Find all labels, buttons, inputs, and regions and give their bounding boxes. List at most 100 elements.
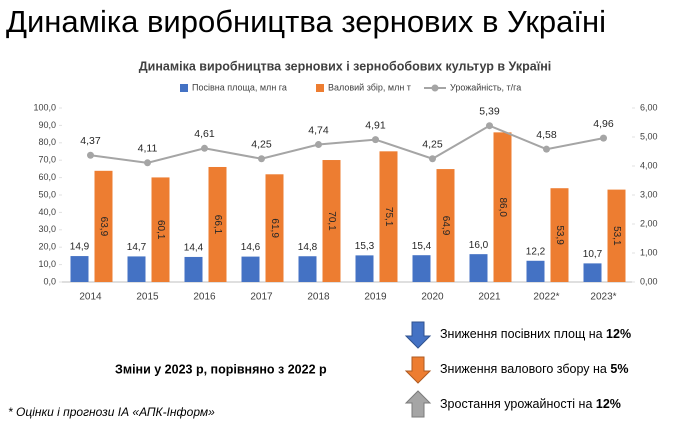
arrow-down bbox=[404, 321, 432, 349]
y2-tick-label: 0,00 bbox=[640, 276, 658, 286]
change-text: Зростання урожайності на bbox=[440, 397, 596, 411]
value-label: 70,1 bbox=[326, 211, 337, 231]
y2-tick-label: 1,00 bbox=[640, 247, 658, 257]
legend-swatch bbox=[431, 84, 439, 92]
value-label: 4,61 bbox=[194, 128, 215, 140]
value-label: 4,11 bbox=[138, 143, 158, 155]
value-label: 15,4 bbox=[412, 241, 432, 252]
legend-swatch bbox=[180, 84, 188, 92]
value-label: 4,25 bbox=[251, 139, 272, 151]
y2-tick-label: 5,00 bbox=[640, 131, 658, 141]
bar bbox=[469, 254, 488, 282]
value-label: 4,25 bbox=[422, 139, 443, 151]
value-label: 86,0 bbox=[497, 197, 508, 217]
x-tick-label: 2023* bbox=[590, 292, 616, 303]
value-label: 4,91 bbox=[365, 119, 386, 131]
y2-tick-label: 2,00 bbox=[640, 218, 658, 228]
changes-title: Зміни у 2023 р, порівняно з 2022 р bbox=[115, 362, 327, 376]
x-tick-label: 2014 bbox=[79, 292, 102, 303]
footnote: * Оцінки і прогнози ІА «АПК-Інформ» bbox=[8, 405, 215, 419]
value-label: 4,74 bbox=[308, 124, 329, 136]
bar bbox=[94, 170, 113, 282]
y2-tick-label: 3,00 bbox=[640, 189, 658, 199]
y-tick-label: 50,0 bbox=[38, 189, 56, 199]
y-tick-label: 60,0 bbox=[38, 172, 56, 182]
change-item: Зниження посівних площ на 12% bbox=[440, 327, 631, 341]
y-tick-label: 0,0 bbox=[43, 276, 56, 286]
value-label: 4,37 bbox=[80, 135, 101, 147]
bar bbox=[151, 177, 170, 282]
bar bbox=[70, 256, 89, 282]
x-tick-label: 2016 bbox=[193, 292, 216, 303]
arrow-down bbox=[404, 356, 432, 384]
value-label: 63,9 bbox=[98, 217, 109, 237]
bar bbox=[607, 189, 626, 282]
slide-title: Динаміка виробництва зернових в Україні bbox=[6, 4, 606, 39]
bar bbox=[127, 256, 146, 282]
value-label: 61,9 bbox=[269, 218, 280, 238]
legend-label: Валовий збір, млн т bbox=[328, 82, 411, 92]
x-tick-label: 2018 bbox=[307, 292, 330, 303]
y-tick-label: 80,0 bbox=[38, 137, 56, 147]
change-value: 5% bbox=[610, 362, 628, 376]
point bbox=[429, 155, 436, 163]
bar bbox=[493, 132, 512, 282]
bar bbox=[298, 256, 317, 282]
legend-swatch bbox=[316, 84, 324, 92]
legend-label: Посівна площа, млн га bbox=[192, 82, 287, 92]
change-value: 12% bbox=[606, 327, 631, 341]
y2-tick-label: 4,00 bbox=[640, 160, 658, 170]
line bbox=[90, 124, 604, 164]
change-item: Зниження валового збору на 5% bbox=[440, 362, 628, 376]
x-tick-label: 2015 bbox=[136, 292, 159, 303]
value-label: 4,96 bbox=[593, 118, 614, 130]
value-label: 14,6 bbox=[241, 242, 261, 253]
point bbox=[258, 155, 265, 163]
bar bbox=[322, 160, 341, 282]
bar bbox=[526, 260, 545, 282]
x-tick-label: 2021 bbox=[478, 292, 501, 303]
change-text: Зниження посівних площ на bbox=[440, 327, 606, 341]
bar bbox=[412, 255, 431, 282]
value-label: 4,58 bbox=[536, 129, 557, 141]
x-tick-label: 2020 bbox=[421, 292, 444, 303]
x-tick-label: 2017 bbox=[250, 292, 273, 303]
point bbox=[486, 122, 493, 130]
value-label: 14,7 bbox=[127, 242, 147, 253]
value-label: 14,4 bbox=[184, 243, 204, 254]
change-item: Зростання урожайності на 12% bbox=[440, 397, 621, 411]
legend-label: Урожайність, т/га bbox=[450, 82, 521, 92]
y-tick-label: 70,0 bbox=[38, 155, 56, 165]
y-tick-label: 40,0 bbox=[38, 207, 56, 217]
y-tick-label: 20,0 bbox=[38, 242, 56, 252]
value-label: 53,1 bbox=[611, 226, 622, 246]
value-label: 75,1 bbox=[383, 207, 394, 227]
arrows bbox=[404, 321, 432, 418]
value-label: 64,9 bbox=[440, 216, 451, 236]
bar bbox=[550, 188, 569, 282]
value-label: 12,2 bbox=[526, 246, 546, 257]
bar bbox=[208, 166, 227, 282]
point bbox=[201, 144, 208, 152]
bar bbox=[379, 151, 398, 282]
point bbox=[543, 145, 550, 153]
value-label: 15,3 bbox=[355, 241, 375, 252]
bar bbox=[265, 174, 284, 282]
y-tick-label: 10,0 bbox=[38, 259, 56, 269]
value-label: 14,9 bbox=[70, 242, 90, 253]
change-value: 12% bbox=[596, 397, 621, 411]
value-label: 14,8 bbox=[298, 242, 318, 253]
x-tick-label: 2019 bbox=[364, 292, 387, 303]
value-label: 60,1 bbox=[155, 220, 166, 240]
y-tick-label: 30,0 bbox=[38, 224, 56, 234]
point bbox=[87, 151, 94, 159]
point bbox=[144, 159, 151, 167]
y2-tick-label: 6,00 bbox=[640, 102, 658, 112]
point bbox=[600, 134, 607, 142]
bar bbox=[436, 169, 455, 282]
y-tick-label: 90,0 bbox=[38, 120, 56, 130]
arrow-up bbox=[404, 390, 432, 418]
y-tick-label: 100,0 bbox=[33, 102, 56, 112]
bar bbox=[583, 263, 602, 282]
